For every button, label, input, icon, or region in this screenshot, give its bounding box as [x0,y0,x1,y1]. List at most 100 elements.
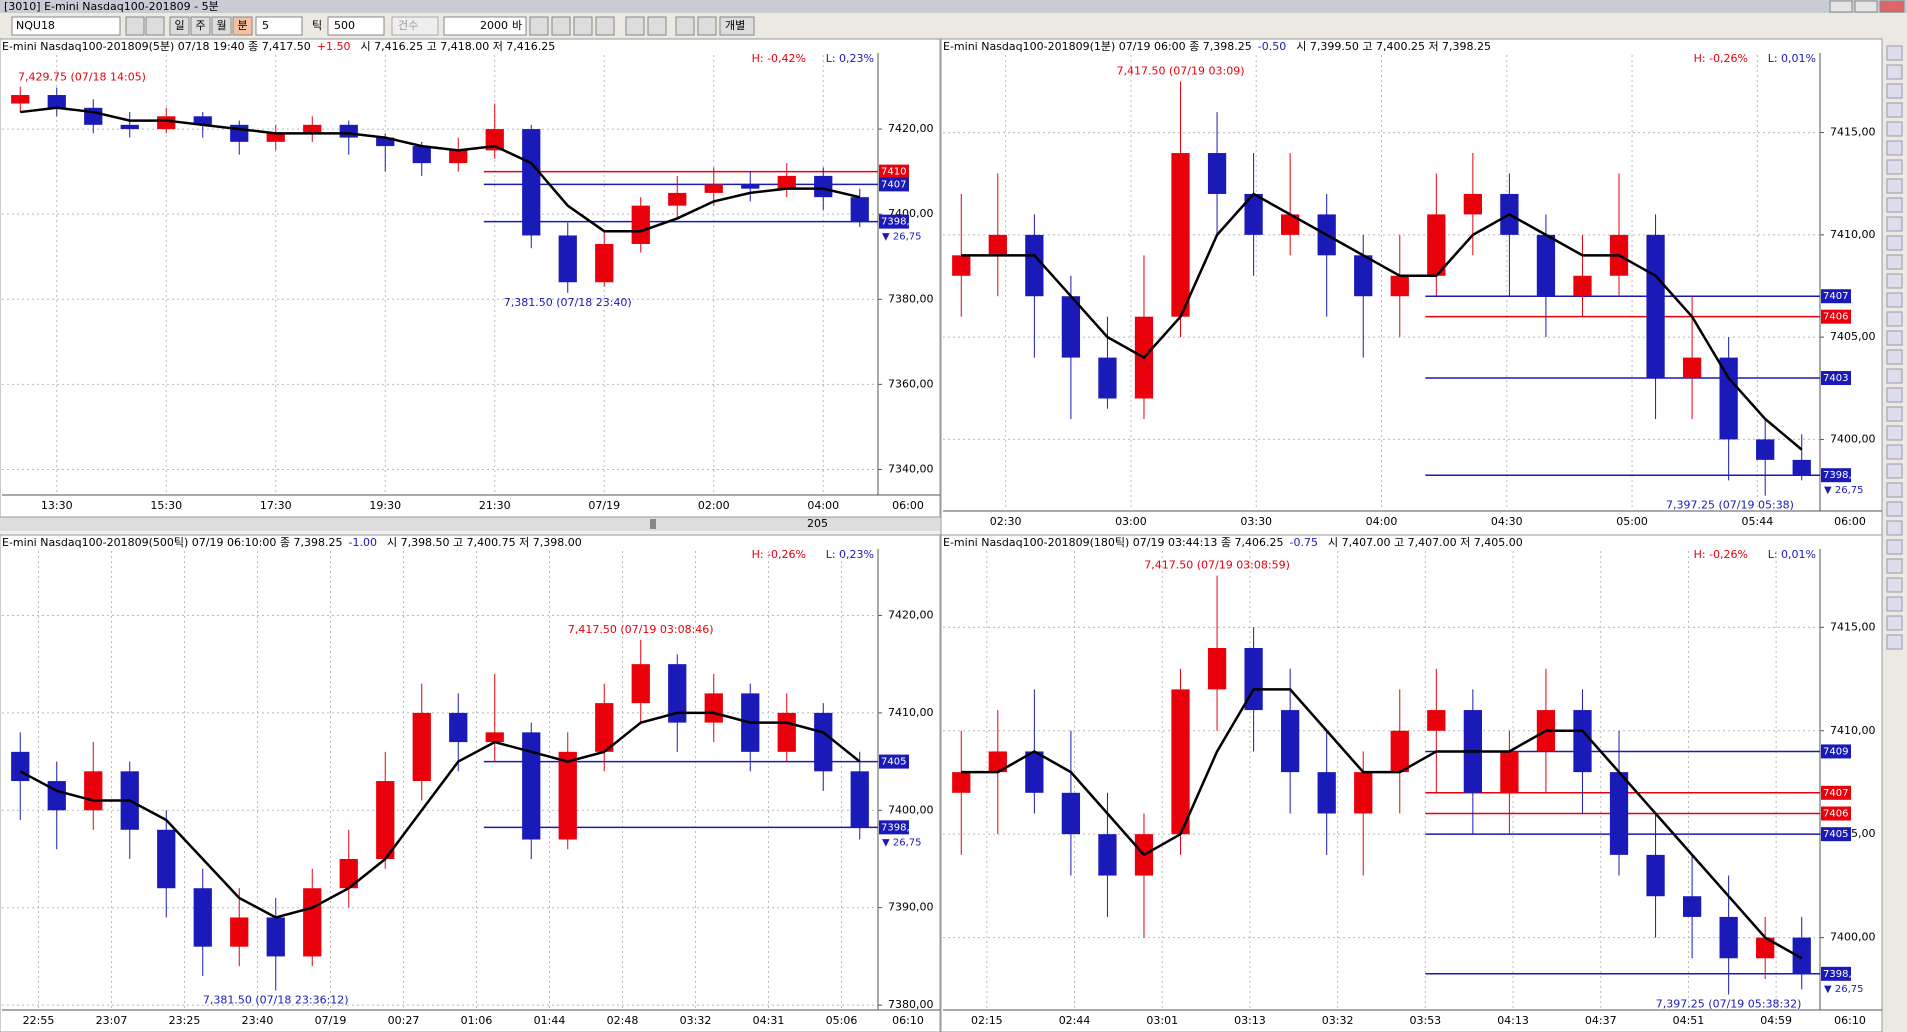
candle-body [988,234,1007,256]
side-tool[interactable] [1886,349,1903,365]
ticks-input[interactable] [327,16,385,36]
price-box [879,820,909,835]
candle-body [1098,357,1117,399]
candle-body [1646,234,1665,379]
extreme-annotation: 7,397.25 (07/19 05:38:32) [1656,997,1802,1010]
candle-body [1609,772,1629,855]
candle-body [595,243,614,283]
ohlc: 시 7,399.50 고 7,400.25 저 7,398.25 [1296,40,1491,53]
minimize-button[interactable] [1829,0,1853,13]
scroll-thumb[interactable] [650,519,656,529]
side-tool[interactable] [1886,140,1903,156]
toolbar [0,13,1907,39]
scrollbar[interactable] [0,517,940,531]
candle-body [777,175,796,189]
side-tool[interactable] [1886,45,1903,61]
symbol-input[interactable] [11,16,121,36]
zoom-button[interactable] [145,16,165,36]
side-tool[interactable] [1886,273,1903,289]
side-tool[interactable] [1886,216,1903,232]
period-button[interactable] [211,16,232,36]
side-tool[interactable] [1886,83,1903,99]
side-tool[interactable] [1886,197,1903,213]
candle-body [1756,937,1775,959]
side-tool[interactable] [1886,520,1903,536]
tool-button[interactable] [675,16,695,36]
search-button[interactable] [125,16,145,36]
tool-button[interactable] [573,16,593,36]
side-tool[interactable] [1886,501,1903,517]
side-tool[interactable] [1886,368,1903,384]
close-button[interactable] [1879,0,1905,13]
x-tick-label: 05:44 [1742,515,1774,528]
side-tool[interactable] [1886,311,1903,327]
candle-body [339,124,358,138]
chart-panel [0,534,941,1032]
candle-body [1682,896,1702,917]
side-tool[interactable] [1886,102,1903,118]
period-button[interactable] [232,16,253,36]
bar-label: 바 [512,19,522,32]
candle-body [412,712,431,782]
side-tool[interactable] [1886,292,1903,308]
count-button[interactable] [391,16,439,36]
candle-body [376,137,395,147]
side-tool[interactable] [1886,634,1903,650]
side-tool[interactable] [1886,235,1903,251]
x-end-label: 06:00 [1834,515,1866,528]
side-tool[interactable] [1886,463,1903,479]
candle-body [814,712,833,772]
candle-body [952,772,971,793]
symbol: NQU18 [16,19,55,32]
side-tool[interactable] [1886,64,1903,80]
change-label: ▼ 26,75 [882,232,922,243]
side-tool[interactable] [1886,482,1903,498]
x-tick-label: 03:30 [1240,515,1272,528]
side-tool[interactable] [1886,425,1903,441]
price-box-label: 7398,25 [1823,470,1864,481]
side-tool[interactable] [1886,178,1903,194]
side-tool[interactable] [1886,577,1903,593]
y-tick-label: 7415,00 [1830,126,1876,139]
ohlc: 시 7,407.00 고 7,407.00 저 7,405.00 [1328,536,1523,549]
candle-body [1317,772,1336,814]
side-tool[interactable] [1886,330,1903,346]
side-tool[interactable] [1886,254,1903,270]
count-input[interactable] [443,16,527,36]
side-tool[interactable] [1886,615,1903,631]
tool-button[interactable] [647,16,667,36]
period-button[interactable] [190,16,211,36]
side-tool[interactable] [1886,539,1903,555]
period-button[interactable] [169,16,190,36]
side-tool[interactable] [1886,121,1903,137]
side-tool[interactable] [1886,406,1903,422]
y-tick-label: 7410,00 [1830,228,1876,241]
tool-button[interactable] [595,16,615,36]
side-tool[interactable] [1886,159,1903,175]
x-tick-label: 05:06 [826,1014,858,1027]
minutes-input[interactable] [255,16,303,36]
side-tool[interactable] [1886,387,1903,403]
tool-button[interactable] [529,16,549,36]
price-box-label: 7406 [1823,312,1848,323]
candle-body [1061,792,1081,835]
change: -1.00 [348,536,376,549]
candle-body [120,124,139,130]
tool-button[interactable] [551,16,571,36]
candle-body [1500,751,1519,793]
tool-button[interactable] [625,16,645,36]
tick-label: 틱 [312,19,322,32]
moving-average [961,688,1803,960]
tool-button[interactable] [697,16,717,36]
side-tool[interactable] [1886,596,1903,612]
candle-body [558,235,577,283]
change-label: ▼ 26,75 [1824,984,1864,995]
maximize-button[interactable] [1854,0,1878,13]
individual-button[interactable] [719,16,755,36]
side-tool[interactable] [1886,558,1903,574]
y-tick-label: 7340,00 [888,462,934,475]
x-tick-label: 23:07 [96,1014,128,1027]
y-tick-label: 7400,00 [1830,931,1876,944]
side-tool[interactable] [1886,444,1903,460]
